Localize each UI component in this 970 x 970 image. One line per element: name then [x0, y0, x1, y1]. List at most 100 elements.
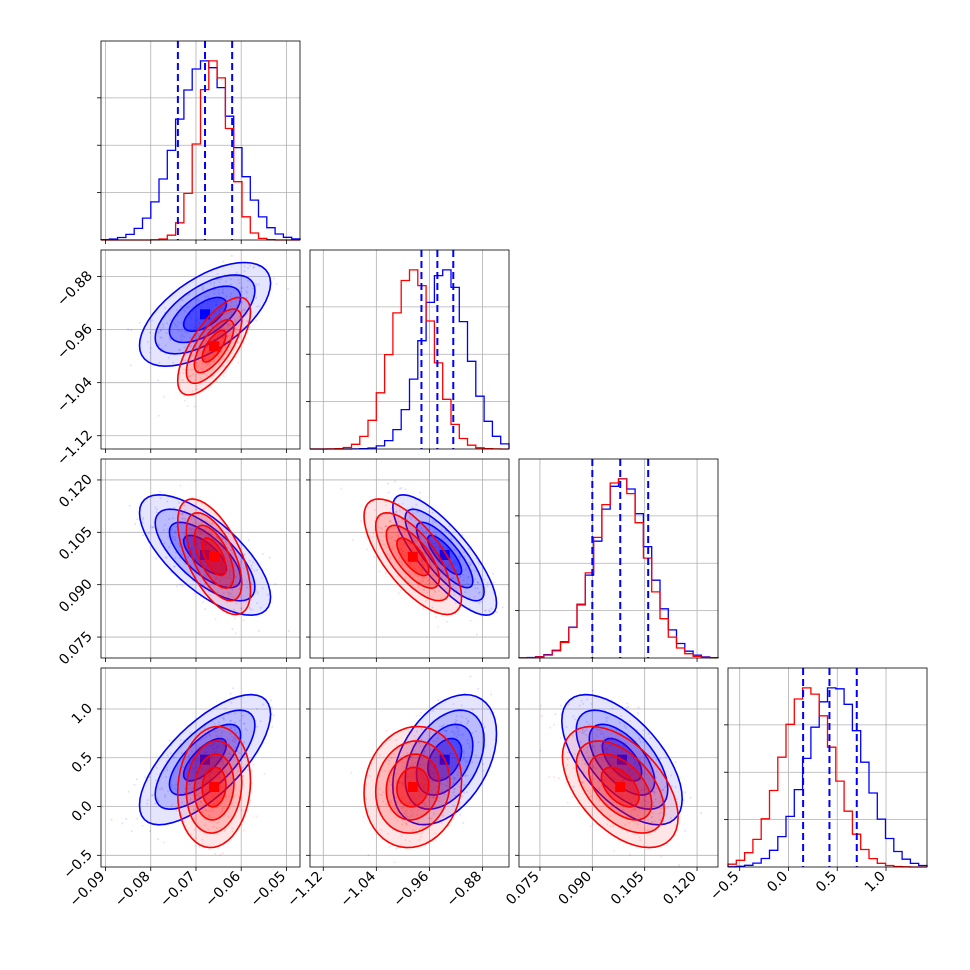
scatter-point	[198, 762, 200, 765]
scatter-point	[437, 699, 440, 702]
scatter-point	[415, 503, 418, 506]
scatter-point	[425, 544, 428, 547]
scatter-point	[212, 748, 214, 751]
scatter-point	[591, 689, 594, 692]
scatter-point	[384, 572, 387, 575]
scatter-point	[204, 751, 207, 754]
scatter-point	[638, 738, 641, 741]
scatter-point	[190, 750, 193, 753]
scatter-point	[602, 732, 604, 735]
scatter-point	[477, 561, 480, 564]
scatter-point	[446, 785, 449, 788]
scatter-point	[189, 368, 192, 371]
scatter-point	[467, 720, 470, 723]
scatter-point	[659, 819, 662, 822]
scatter-point	[158, 361, 161, 364]
scatter-point	[176, 585, 178, 588]
scatter-point	[164, 556, 167, 559]
scatter-point	[615, 729, 618, 732]
scatter-point	[432, 795, 435, 798]
scatter-point	[273, 277, 276, 280]
scatter-point	[156, 797, 159, 800]
scatter-point	[203, 354, 206, 357]
scatter-point	[422, 753, 425, 756]
scatter-point	[190, 547, 193, 550]
scatter-point	[682, 799, 685, 802]
scatter-point	[257, 305, 260, 308]
scatter-point	[622, 768, 625, 771]
scatter-point	[173, 565, 176, 568]
scatter-point	[248, 559, 251, 562]
scatter-point	[387, 491, 390, 494]
scatter-point	[213, 742, 216, 744]
scatter-point	[458, 565, 460, 568]
scatter-point	[389, 845, 392, 848]
scatter-point	[155, 766, 158, 769]
scatter-point	[233, 336, 235, 339]
scatter-point	[599, 745, 602, 748]
scatter-point	[165, 332, 168, 335]
scatter-point	[181, 801, 184, 804]
scatter-point	[253, 569, 256, 572]
scatter-point	[174, 531, 177, 534]
scatter-point	[592, 823, 595, 826]
y-tick-label: 0.0	[69, 798, 96, 825]
scatter-point	[183, 335, 185, 338]
scatter-point	[431, 796, 434, 799]
scatter-point	[216, 759, 219, 762]
scatter-point	[462, 584, 465, 587]
scatter-point	[212, 743, 215, 746]
density-peak	[209, 341, 220, 352]
scatter-point	[464, 760, 467, 763]
scatter-point	[474, 587, 477, 590]
scatter-point	[401, 783, 404, 786]
scatter-point	[453, 778, 456, 781]
scatter-point	[246, 747, 249, 750]
scatter-point	[209, 282, 212, 285]
scatter-point	[410, 756, 412, 759]
scatter-point	[220, 327, 222, 330]
scatter-point	[195, 319, 198, 322]
scatter-point	[429, 762, 432, 765]
scatter-point	[226, 557, 229, 560]
scatter-point	[191, 528, 194, 530]
histogram-line	[727, 687, 928, 868]
scatter-point	[449, 752, 452, 755]
scatter-point	[457, 728, 460, 731]
scatter-point	[452, 731, 455, 734]
scatter-point	[191, 368, 194, 371]
scatter-point	[473, 595, 476, 598]
scatter-point	[133, 783, 136, 786]
scatter-point	[178, 330, 181, 333]
scatter-point	[420, 796, 423, 799]
scatter-point	[238, 539, 241, 542]
scatter-point	[423, 787, 426, 790]
scatter-point	[621, 779, 624, 782]
scatter-point	[592, 745, 595, 748]
scatter-point	[580, 699, 583, 702]
scatter-point	[229, 561, 231, 564]
scatter-point	[168, 518, 171, 521]
scatter-point	[159, 491, 161, 493]
scatter-point	[161, 347, 164, 350]
scatter-point	[237, 278, 240, 281]
scatter-point	[196, 318, 199, 321]
scatter-point	[243, 265, 246, 268]
scatter-point	[466, 576, 469, 579]
scatter-point	[229, 311, 232, 313]
scatter-point	[180, 335, 183, 338]
density-peak	[209, 782, 220, 792]
scatter-point	[646, 791, 649, 794]
scatter-point	[456, 774, 459, 776]
scatter-point	[539, 704, 542, 707]
scatter-point	[217, 721, 220, 723]
scatter-point	[567, 703, 570, 706]
scatter-point	[416, 730, 418, 733]
scatter-point	[246, 292, 249, 294]
x-tick-label: 0.120	[660, 869, 700, 909]
scatter-point	[220, 278, 223, 281]
scatter-point	[238, 752, 241, 754]
scatter-point	[190, 518, 193, 521]
scatter-point	[196, 786, 199, 788]
